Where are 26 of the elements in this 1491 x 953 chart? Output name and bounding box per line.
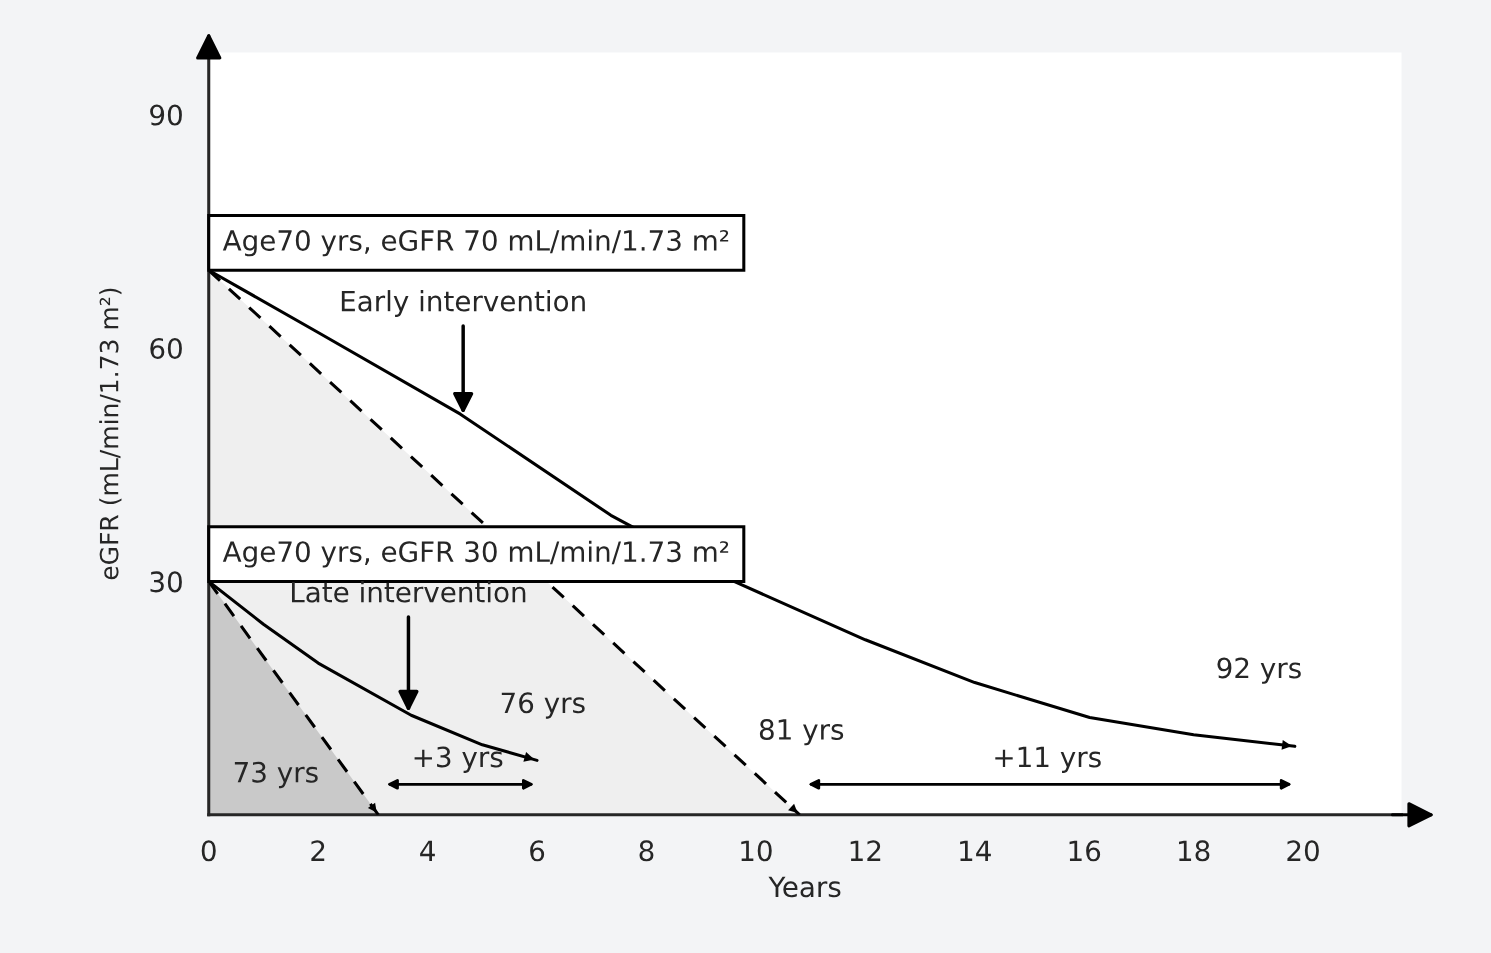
x-tick-label: 18 [1179,840,1210,862]
x-tick-label: 14 [960,840,991,861]
annotation: +3 yrs [414,746,503,773]
annotation: Late intervention [291,581,526,603]
x-tick-label: 2 [311,840,325,861]
x-tick-label: 12 [850,840,881,861]
y-tick-label: 60 [150,337,182,359]
annotation: 92 yrs [1217,657,1301,684]
annotation: 76 yrs [501,692,585,719]
x-tick-label: 0 [201,840,216,862]
annotation: Age70 yrs, eGFR 30 mL/min/1.73 m² [222,540,729,568]
x-tick-label: 8 [639,840,654,862]
x-tick-label: 6 [530,840,545,862]
annotation: 81 yrs [759,718,844,746]
x-tick-label: 16 [1069,840,1101,862]
x-tick-label: 4 [420,840,435,861]
y-tick-label: 90 [150,104,182,126]
annotation: Early intervention [341,290,585,317]
x-axis-title: Years [768,876,841,898]
x-tick-label: 10 [741,840,772,862]
x-tick-label: 20 [1287,840,1319,862]
y-tick-label: 30 [150,571,182,593]
annotation: +11 yrs [995,746,1101,773]
annotation: Age70 yrs, eGFR 70 mL/min/1.73 m² [222,229,729,257]
y-axis-title: eGFR (mL/min/1.73 m²) [99,288,122,580]
annotation: 73 yrs [234,761,318,789]
